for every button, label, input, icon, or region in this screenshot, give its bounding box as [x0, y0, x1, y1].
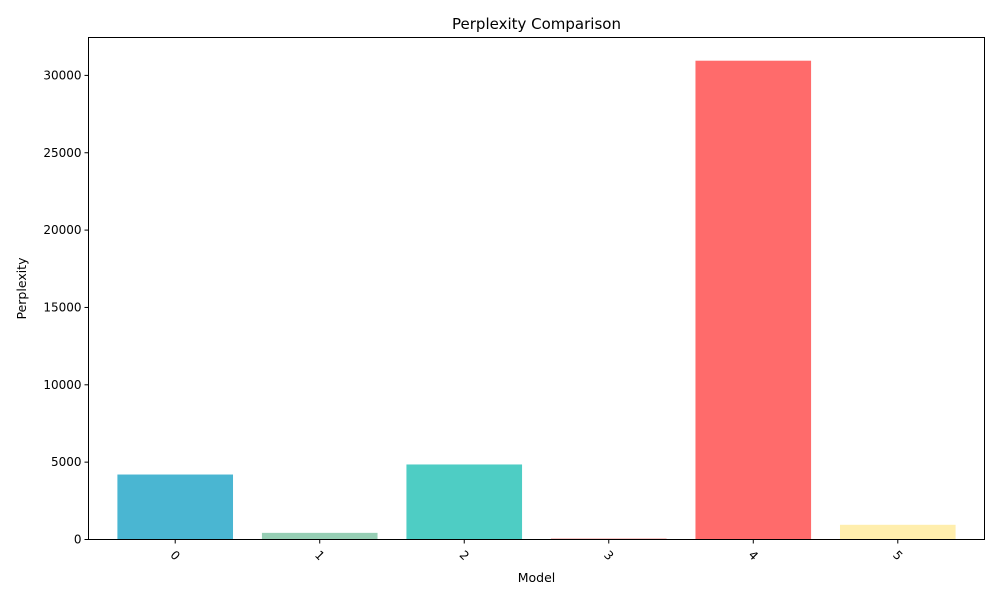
bar-model-2: [406, 464, 523, 540]
plot-frame: [88, 37, 985, 540]
y-axis-label: Perplexity: [14, 257, 29, 320]
chart-title: Perplexity Comparison: [452, 15, 621, 33]
bar-model-5: [839, 524, 956, 540]
x-tick-label: 4: [746, 548, 761, 563]
y-tick-label: 10000: [43, 378, 81, 392]
x-axis-label: Model: [518, 570, 556, 585]
x-axis-ticks: 0 1 2 3 4 5: [168, 539, 905, 563]
y-tick-label: 15000: [43, 300, 81, 314]
y-tick-label: 30000: [43, 68, 81, 82]
y-tick-label: 25000: [43, 146, 81, 160]
x-tick-label: 5: [890, 548, 905, 563]
bars-group: [117, 60, 956, 540]
bar-model-0: [117, 474, 234, 540]
x-tick-label: 1: [312, 548, 327, 563]
y-tick-label: 20000: [43, 223, 81, 237]
y-tick-label: 5000: [51, 455, 82, 469]
bar-model-1: [261, 532, 378, 540]
x-tick-label: 3: [601, 548, 616, 563]
x-tick-label: 2: [457, 548, 472, 563]
y-tick-label: 0: [74, 533, 82, 547]
bar-model-4: [695, 60, 812, 540]
y-axis-ticks: 0 5000 10000 15000 20000 25000 30000: [43, 68, 89, 547]
x-tick-label: 0: [168, 548, 183, 563]
